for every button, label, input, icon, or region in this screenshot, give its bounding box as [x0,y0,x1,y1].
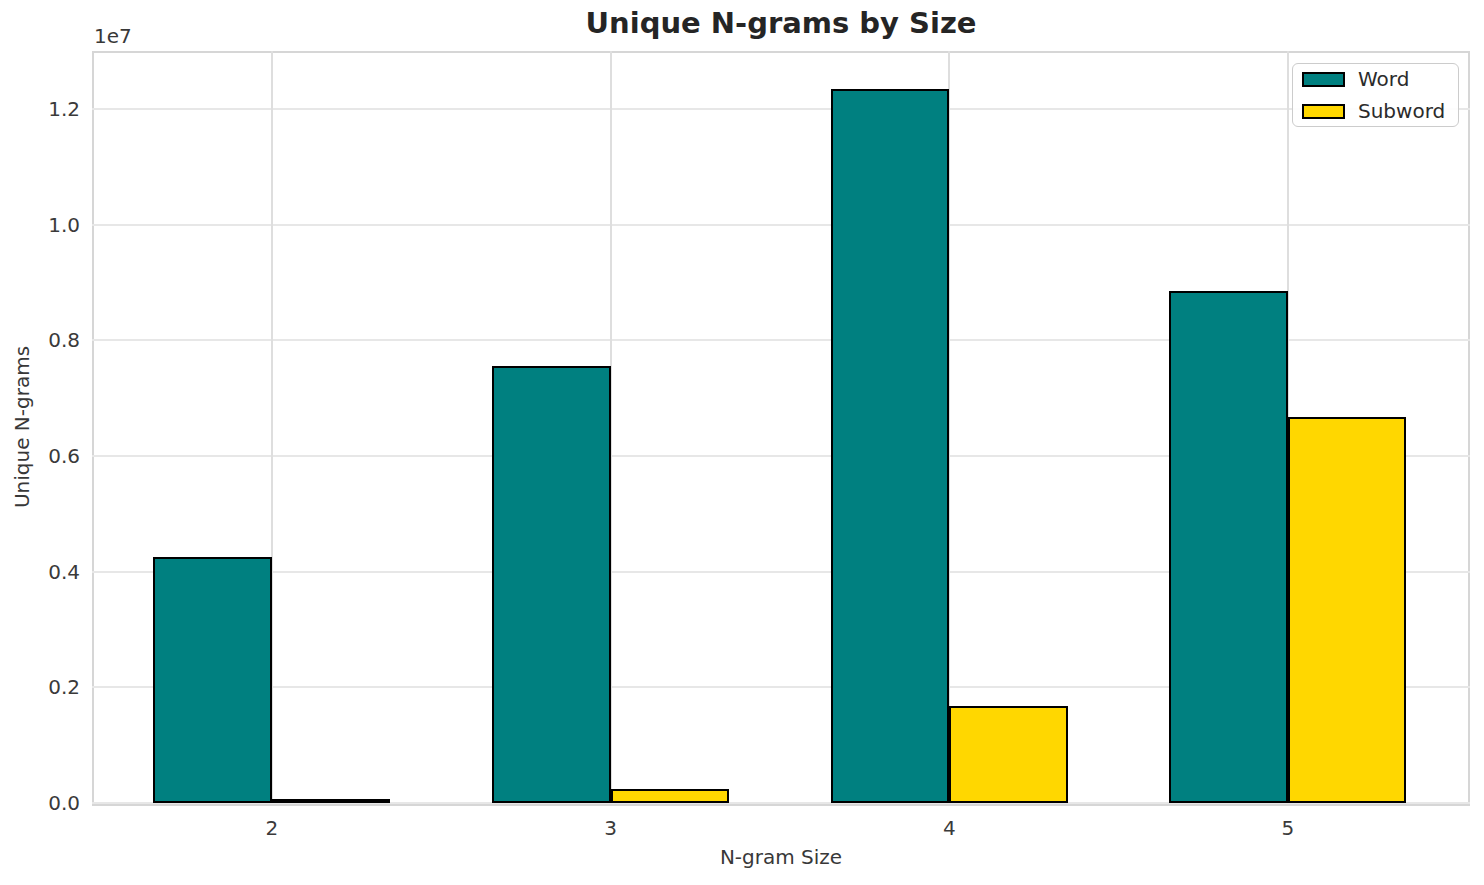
y-tick-label-0.8: 0.8 [0,328,80,352]
bar-word-4 [831,89,950,803]
y-tick-label-1.2: 1.2 [0,97,80,121]
legend: Word Subword [1292,63,1459,127]
y-tick-label-0.4: 0.4 [0,560,80,584]
bar-subword-2 [272,799,391,803]
bar-subword-4 [949,706,1068,803]
x-tick-label-4: 4 [943,816,956,840]
y-axis-offset-text: 1e7 [94,24,132,48]
bar-subword-3 [611,789,730,803]
bar-word-3 [492,366,611,803]
legend-swatch-word-icon [1302,72,1345,87]
bar-word-2 [153,557,272,803]
spine-top [92,51,1470,53]
legend-label-word: Word [1358,67,1409,91]
x-tick-label-3: 3 [604,816,617,840]
y-tick-label-0.2: 0.2 [0,675,80,699]
spine-left [92,51,94,803]
legend-swatch-subword-icon [1302,104,1345,119]
y-tick-label-0.6: 0.6 [0,444,80,468]
spine-right [1468,51,1470,803]
h-gridline-1.0 [92,224,1470,226]
x-tick-label-5: 5 [1282,816,1295,840]
figure: Unique N-grams by Size 1e7 Unique N-gram… [0,0,1484,885]
bar-subword-5 [1288,417,1407,803]
chart-title: Unique N-grams by Size [92,6,1470,40]
legend-item-word: Word [1302,67,1448,91]
plot-area [92,51,1470,803]
legend-item-subword: Subword [1302,99,1448,123]
y-tick-label-0.0: 0.0 [0,791,80,815]
bar-word-5 [1169,291,1288,803]
x-axis-label: N-gram Size [92,845,1470,869]
h-gridline-1.2 [92,108,1470,110]
y-tick-label-1.0: 1.0 [0,213,80,237]
x-tick-label-2: 2 [266,816,279,840]
legend-label-subword: Subword [1358,99,1445,123]
y-axis-label: Unique N-grams [10,346,34,508]
